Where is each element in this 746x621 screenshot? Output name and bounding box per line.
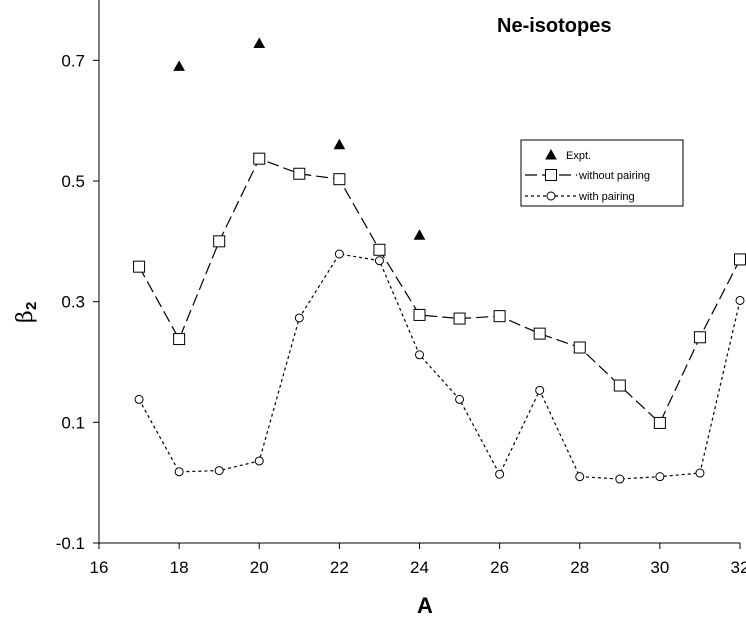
series-2	[133, 152, 746, 429]
data-point	[333, 138, 346, 150]
legend-marker	[546, 191, 556, 201]
y-axis-title: β 2	[13, 302, 40, 323]
legend-label: without pairing	[578, 170, 650, 182]
y-axis-title-subscript: 2	[23, 302, 40, 310]
x-tick-label: 16	[90, 558, 109, 577]
axes: 16 18 20 22 24 26 28 30 32 -0.1 0.1 0.3 0.5 0.7	[56, 0, 746, 577]
series-1	[173, 37, 426, 240]
x-tick-label: 26	[490, 558, 509, 577]
chart-title: Ne-isotopes	[497, 15, 611, 37]
data-point	[294, 313, 304, 323]
data-point	[173, 333, 186, 346]
series-3	[134, 249, 745, 484]
data-point	[174, 467, 184, 477]
data-point	[693, 331, 706, 344]
x-tick-label: 24	[410, 558, 429, 577]
x-tick-label: 28	[570, 558, 589, 577]
data-point	[735, 295, 745, 305]
x-axis-title: A	[417, 593, 433, 618]
legend-label: with pairing	[578, 191, 635, 203]
data-point	[495, 469, 505, 479]
data-point	[213, 235, 226, 248]
legend-label: Expt.	[566, 150, 591, 162]
data-point	[173, 60, 185, 71]
data-point	[575, 472, 585, 482]
data-point	[334, 249, 344, 259]
series-layer	[133, 37, 746, 484]
series-2-line	[138, 157, 741, 424]
data-point	[214, 466, 224, 476]
data-point	[293, 167, 306, 180]
y-tick-label: 0.3	[61, 293, 85, 312]
data-point	[453, 312, 466, 325]
data-point	[655, 472, 665, 482]
data-point	[134, 394, 144, 404]
y-tick-label: 0.5	[61, 172, 85, 191]
data-point	[413, 229, 426, 240]
data-point	[253, 37, 266, 48]
legend: Expt. without pairing with pairing	[520, 139, 684, 207]
data-point	[374, 256, 384, 266]
data-point	[253, 152, 266, 165]
data-point	[413, 308, 426, 321]
data-point	[615, 474, 625, 484]
data-point	[254, 456, 264, 466]
y-tick-label: 0.1	[61, 413, 85, 432]
data-point	[493, 310, 506, 323]
x-tick-label: 32	[731, 558, 746, 577]
legend-marker	[545, 148, 557, 160]
data-point	[653, 416, 666, 429]
legend-marker	[545, 169, 557, 181]
x-tick-label: 22	[330, 558, 349, 577]
data-point	[573, 341, 586, 354]
data-point	[734, 253, 746, 266]
data-point	[695, 468, 705, 478]
x-tick-label: 18	[170, 558, 189, 577]
y-tick-label: -0.1	[56, 534, 85, 553]
data-point	[415, 350, 424, 360]
data-point	[533, 327, 546, 340]
data-point	[535, 385, 545, 395]
data-point	[455, 394, 465, 404]
y-tick-label: 0.7	[61, 51, 85, 70]
data-point	[613, 379, 626, 392]
data-point	[373, 243, 386, 256]
series-3-line	[138, 253, 741, 480]
x-tick-label: 20	[250, 558, 269, 577]
data-point	[133, 260, 146, 273]
x-tick-label: 30	[650, 558, 669, 577]
data-point	[333, 173, 346, 186]
y-axis-title-main: β	[13, 310, 38, 323]
